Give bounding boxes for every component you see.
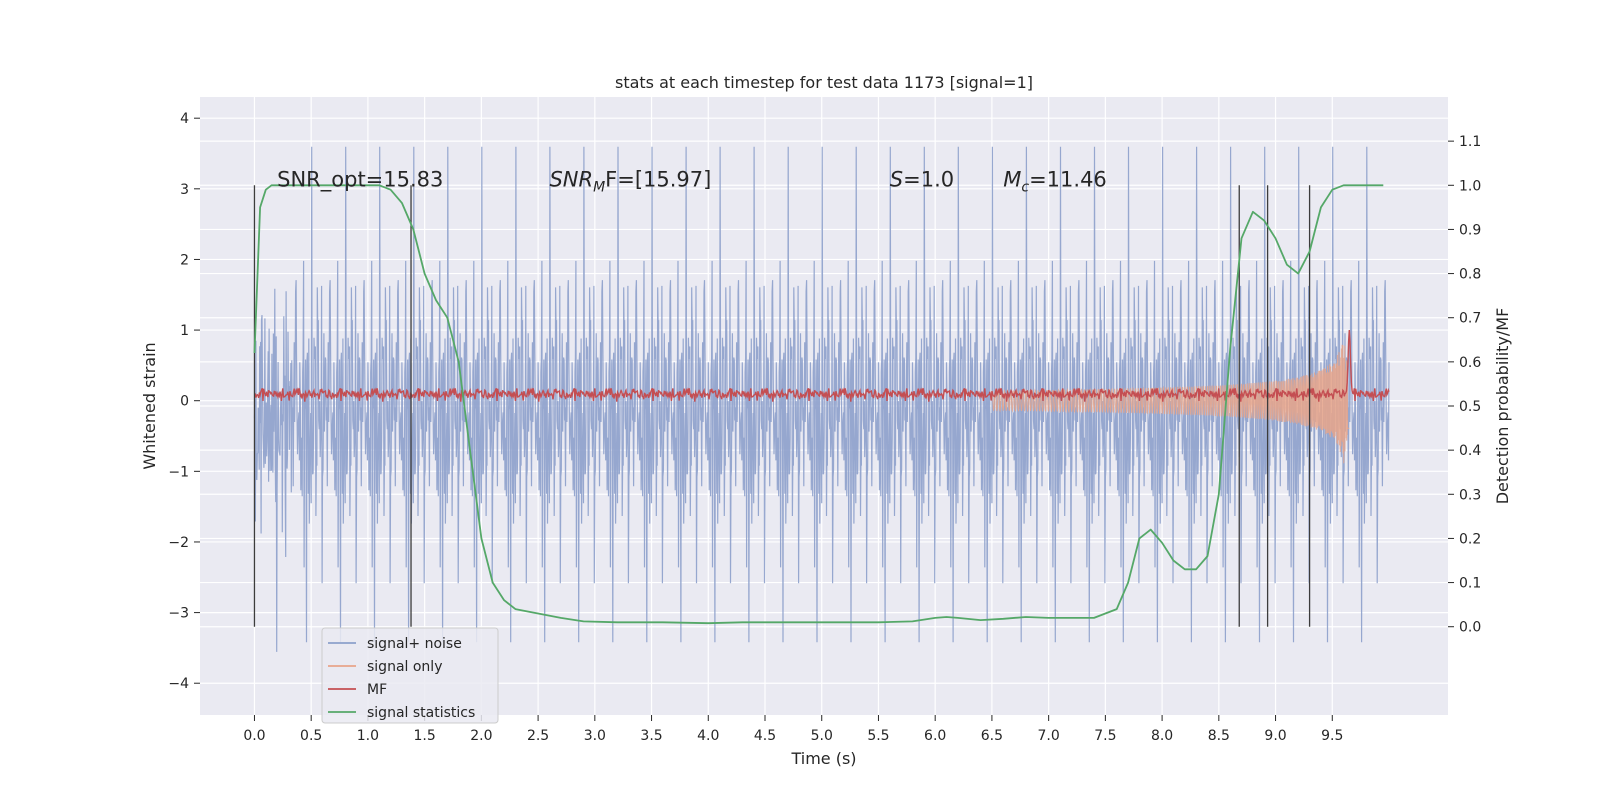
x-tick-label: 7.0 bbox=[1038, 728, 1060, 744]
annotation-snr-mf: SNRMF=[15.97] bbox=[549, 167, 711, 195]
y-tick-label: 3 bbox=[180, 182, 189, 198]
y-tick-label: −2 bbox=[168, 535, 189, 551]
annotation-symbol: SNR bbox=[549, 167, 593, 191]
annotation-snr-opt: SNR_opt=15.83 bbox=[277, 167, 443, 192]
annotation-symbol: S bbox=[890, 167, 903, 191]
y2-tick-label: 0.2 bbox=[1459, 531, 1481, 547]
x-tick-label: 1.5 bbox=[414, 728, 436, 744]
legend-label: signal statistics bbox=[367, 705, 475, 721]
y-tick-label: 2 bbox=[180, 252, 189, 268]
y-tick-label: 0 bbox=[180, 394, 189, 410]
x-tick-label: 6.5 bbox=[981, 728, 1003, 744]
y2-tick-label: 0.6 bbox=[1459, 355, 1481, 371]
y-tick-label: 4 bbox=[180, 111, 189, 127]
mf-line bbox=[254, 330, 1390, 402]
legend: signal+ noise signal only MF signal statist… bbox=[321, 627, 499, 724]
annotation-subscript: M bbox=[593, 179, 605, 195]
y2-tick-label: 0.7 bbox=[1459, 311, 1481, 327]
legend-label: signal only bbox=[367, 659, 442, 675]
y2-tick-label: 1.0 bbox=[1459, 178, 1481, 194]
grid bbox=[200, 97, 1448, 715]
x-tick-label: 3.5 bbox=[640, 728, 662, 744]
annotations-layer: SNR_opt=15.83 SNRMF=[15.97] S=1.0 Mc=11.46 bbox=[277, 167, 1107, 195]
x-axis-label: Time (s) bbox=[790, 749, 856, 768]
signal-only-line bbox=[991, 344, 1350, 464]
x-tick-label: 8.0 bbox=[1151, 728, 1173, 744]
y2-tick-label: 0.3 bbox=[1459, 487, 1481, 503]
annotation-value: =11.46 bbox=[1029, 167, 1107, 191]
annotation-s-val: S=1.0 bbox=[890, 167, 954, 191]
x-tick-label: 5.5 bbox=[867, 728, 889, 744]
annotation-value: =1.0 bbox=[903, 167, 954, 191]
y2-tick-label: 0.0 bbox=[1459, 620, 1481, 636]
y2-tick-label: 0.5 bbox=[1459, 399, 1481, 415]
y-tick-label: −4 bbox=[168, 676, 189, 692]
x-tick-label: 2.0 bbox=[470, 728, 492, 744]
x-tick-label: 1.0 bbox=[357, 728, 379, 744]
signal-noise-line bbox=[253, 146, 1390, 652]
y-tick-label: 1 bbox=[180, 323, 189, 339]
ticks-layer: 0.0 0.5 1.0 1.5 2.0 2.5 3.0 3.5 4.0 4.5 5.0 5.5 6.0 6… bbox=[168, 111, 1481, 744]
x-tick-label: 4.0 bbox=[697, 728, 719, 744]
y2-tick-label: 0.8 bbox=[1459, 267, 1481, 283]
x-tick-label: 0.0 bbox=[243, 728, 265, 744]
x-tick-label: 2.5 bbox=[527, 728, 549, 744]
y2-tick-label: 1.1 bbox=[1459, 134, 1481, 150]
x-tick-label: 4.5 bbox=[754, 728, 776, 744]
y-axis-label: Whitened strain bbox=[140, 342, 159, 469]
legend-label: MF bbox=[367, 682, 387, 698]
data-layer bbox=[253, 146, 1390, 652]
y-tick-label: −1 bbox=[168, 464, 189, 480]
annotation-text: SNR_opt=15.83 bbox=[277, 167, 443, 192]
y-tick-label: −3 bbox=[168, 606, 189, 622]
annotation-subscript: c bbox=[1021, 179, 1029, 195]
y2-tick-label: 0.4 bbox=[1459, 443, 1481, 459]
x-tick-label: 9.5 bbox=[1321, 728, 1343, 744]
annotation-symbol: M bbox=[1003, 167, 1021, 191]
y2-axis-label: Detection probability/MF bbox=[1493, 308, 1512, 505]
annotation-mc-val: Mc=11.46 bbox=[1003, 167, 1107, 195]
x-tick-label: 0.5 bbox=[300, 728, 322, 744]
y2-tick-label: 0.1 bbox=[1459, 576, 1481, 592]
signal-statistics-line bbox=[253, 184, 1384, 625]
x-tick-label: 5.0 bbox=[811, 728, 833, 744]
x-tick-label: 7.5 bbox=[1094, 728, 1116, 744]
x-tick-label: 3.0 bbox=[584, 728, 606, 744]
legend-frame bbox=[321, 627, 499, 724]
annotation-value: F=[15.97] bbox=[605, 167, 711, 191]
x-tick-label: 6.0 bbox=[924, 728, 946, 744]
x-tick-label: 8.5 bbox=[1208, 728, 1230, 744]
x-tick-label: 9.0 bbox=[1264, 728, 1286, 744]
chart-title: stats at each timestep for test data 117… bbox=[615, 73, 1033, 92]
y2-tick-label: 0.9 bbox=[1459, 222, 1481, 238]
legend-label: signal+ noise bbox=[367, 636, 462, 652]
